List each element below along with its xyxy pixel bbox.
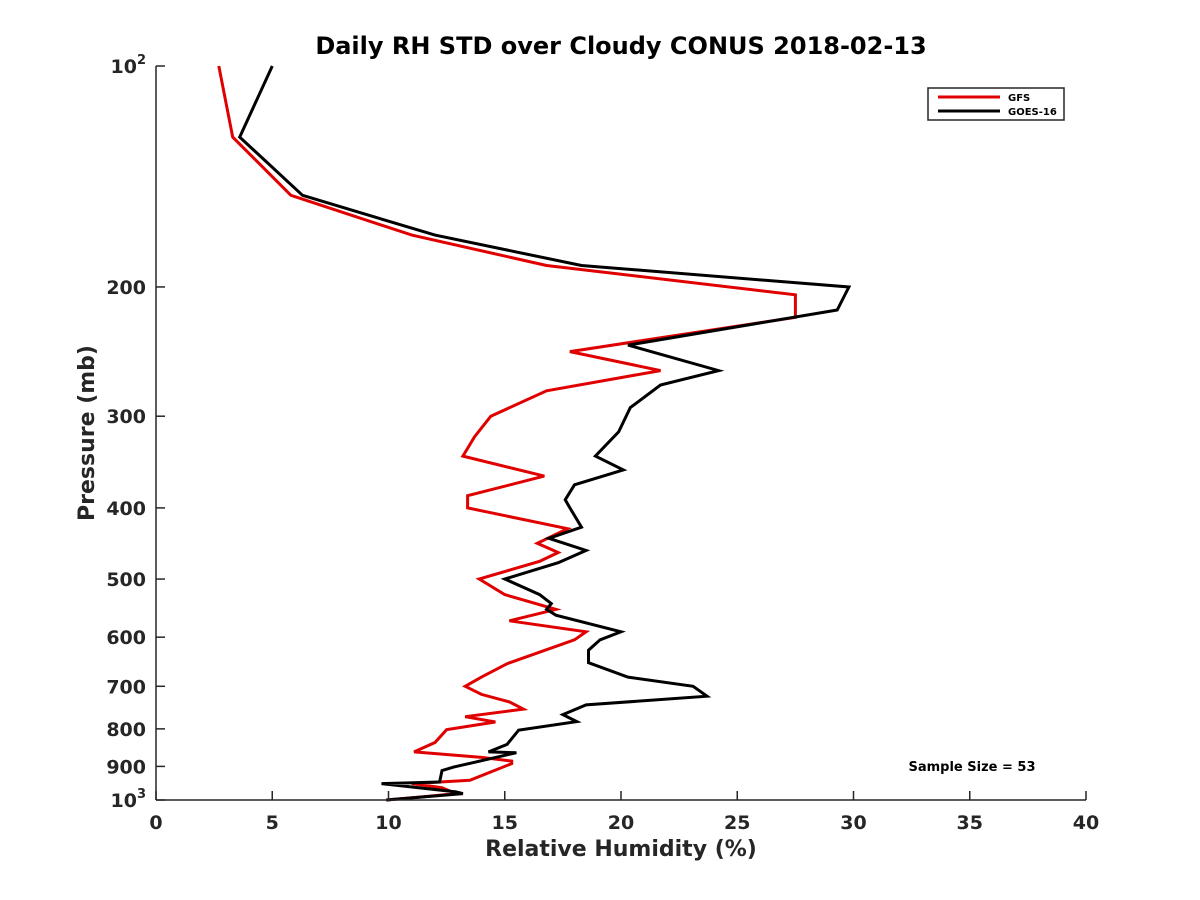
x-tick-label: 20 xyxy=(608,812,634,834)
y-tick-label: 200 xyxy=(106,277,146,299)
y-tick-label: 700 xyxy=(106,676,146,698)
x-tick-label: 30 xyxy=(840,812,866,834)
y-tick-label: 600 xyxy=(106,627,146,649)
series-line-goes-16 xyxy=(237,65,852,802)
x-tick-label: 0 xyxy=(149,812,162,834)
x-tick-label: 35 xyxy=(957,812,983,834)
series-line-gfs xyxy=(217,65,797,802)
x-axis: 0 5 10 15 20 25 30 35 40 xyxy=(149,791,1099,834)
chart-title: Daily RH STD over Cloudy CONUS 2018-02-1… xyxy=(315,32,926,60)
y-tick-label: 102 xyxy=(111,53,147,78)
x-tick-label: 10 xyxy=(375,812,401,834)
x-axis-label: Relative Humidity (%) xyxy=(485,837,757,862)
x-tick-label: 5 xyxy=(266,812,279,834)
y-tick-label: 900 xyxy=(106,756,146,778)
x-tick-label: 40 xyxy=(1073,812,1099,834)
legend-box xyxy=(927,87,1065,121)
y-tick-label: 800 xyxy=(106,719,146,741)
sample-size-annotation: Sample Size = 53 xyxy=(908,760,1035,775)
legend-label: GFS xyxy=(1008,93,1030,104)
y-axis: 102 200 300 400 500 600 700 800 900 103 xyxy=(106,53,165,812)
legend-label: GOES-16 xyxy=(1008,107,1057,118)
legend: GFS GOES-16 xyxy=(927,87,1065,121)
x-tick-label: 15 xyxy=(492,812,518,834)
x-tick-label: 25 xyxy=(724,812,750,834)
plot-area xyxy=(217,65,852,802)
y-tick-label: 500 xyxy=(106,569,146,591)
y-tick-label: 300 xyxy=(106,406,146,428)
y-axis-label: Pressure (mb) xyxy=(75,345,100,521)
y-tick-label: 103 xyxy=(111,787,147,812)
y-tick-label: 400 xyxy=(106,498,146,520)
